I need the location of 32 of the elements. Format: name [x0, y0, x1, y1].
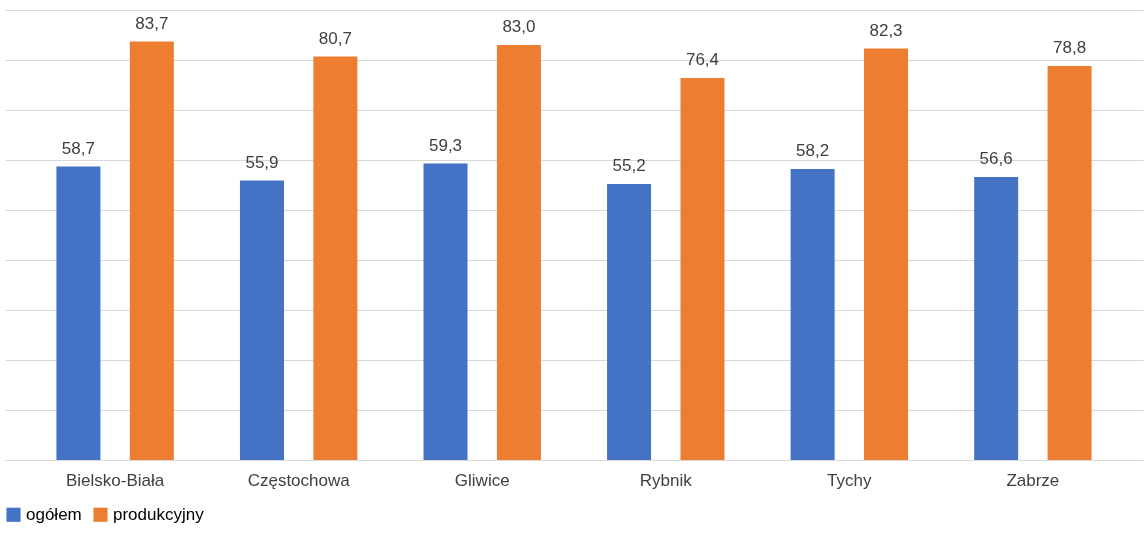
- legend-label: ogółem: [26, 504, 82, 524]
- data-label: 55,2: [612, 156, 646, 175]
- data-label: 56,6: [979, 149, 1013, 168]
- bar: [864, 48, 909, 460]
- bar: [790, 169, 835, 460]
- data-label: 83,0: [502, 17, 536, 36]
- bar: [423, 163, 468, 460]
- bar: [56, 166, 101, 460]
- data-label: 80,7: [318, 28, 352, 48]
- bar: [1047, 66, 1092, 460]
- bar: [607, 184, 652, 460]
- data-label: 58,2: [796, 141, 830, 160]
- data-label: 76,4: [685, 50, 720, 69]
- data-label: 59,3: [428, 135, 463, 155]
- x-tick-label: Tychy: [827, 470, 873, 490]
- bar: [129, 41, 174, 460]
- x-tick-label: Częstochowa: [247, 470, 351, 490]
- data-label: 58,7: [61, 138, 95, 158]
- legend-label: produkcyjny: [113, 504, 205, 524]
- bar: [496, 45, 541, 460]
- data-label: 78,8: [1053, 38, 1087, 57]
- x-tick-label: Bielsko-Biała: [66, 470, 165, 490]
- bar: [974, 177, 1019, 460]
- x-tick-label: Gliwice: [454, 470, 510, 490]
- x-tick-label: Rybnik: [639, 470, 693, 490]
- data-label: 82,3: [869, 20, 903, 40]
- bar: [313, 56, 358, 460]
- x-tick-label: Zabrze: [1006, 470, 1060, 490]
- bar: [680, 78, 725, 460]
- bar: [239, 180, 284, 460]
- data-label: 55,9: [245, 152, 279, 172]
- data-label: 83,7: [135, 13, 169, 33]
